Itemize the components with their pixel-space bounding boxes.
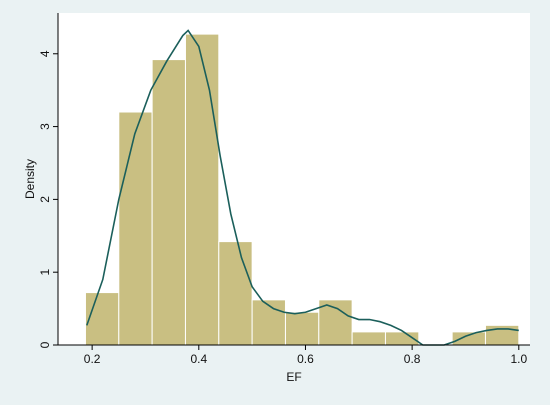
bar [84,292,120,346]
y-tick-label: 4 [38,50,52,57]
x-tick-label: 1.0 [510,352,527,366]
y-axis-title: Density [23,159,37,199]
bar [118,111,153,346]
x-tick-label: 0.8 [404,352,421,366]
y-tick-label: 1 [38,269,52,276]
x-tick-label: 0.6 [297,352,314,366]
bar [184,33,220,346]
bar [451,331,486,346]
bar [151,59,186,346]
x-axis-title: EF [286,370,301,384]
y-tick-label: 3 [38,123,52,130]
bar [251,299,286,346]
y-tick-label: 0 [38,341,52,348]
bar [218,241,253,346]
bar [284,311,320,346]
density-line [86,29,519,346]
x-tick-label: 0.2 [84,352,101,366]
y-tick-label: 2 [38,196,52,203]
x-tick-label: 0.4 [190,352,207,366]
bar [351,331,386,346]
